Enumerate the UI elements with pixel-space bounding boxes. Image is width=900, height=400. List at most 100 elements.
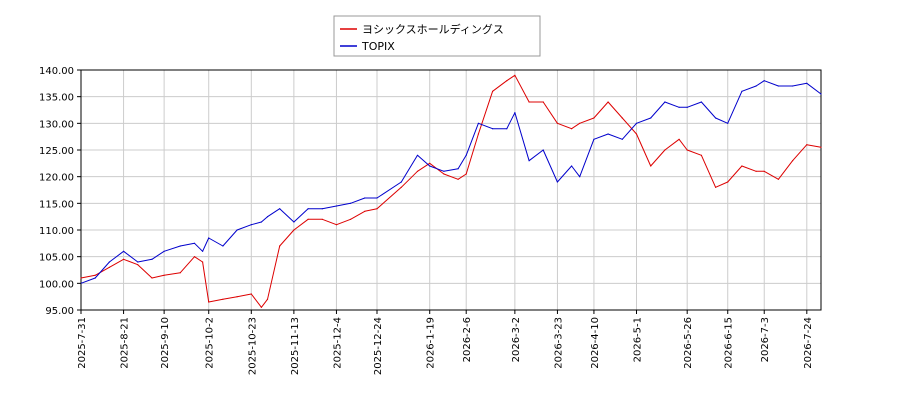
data-point <box>400 186 402 188</box>
data-point <box>321 208 323 210</box>
data-point <box>202 261 204 263</box>
data-point <box>94 277 96 279</box>
data-point <box>700 101 703 103</box>
data-point <box>686 106 688 108</box>
data-point <box>193 256 196 258</box>
x-tick-label: 2025-9-10 <box>160 317 171 369</box>
data-point <box>307 218 309 220</box>
y-tick-label: 135.00 <box>39 93 74 104</box>
y-tick-label: 105.00 <box>39 253 74 264</box>
data-point <box>514 112 516 114</box>
data-point <box>528 160 530 162</box>
data-point <box>123 250 125 252</box>
data-point <box>506 80 508 82</box>
data-point <box>222 245 224 247</box>
chart-grid <box>80 69 821 311</box>
y-tick-label: 125.00 <box>39 146 74 157</box>
series-1 <box>80 74 822 308</box>
series-line-1 <box>80 74 822 308</box>
y-tick-label: 130.00 <box>39 119 74 130</box>
data-point <box>179 245 181 247</box>
data-point <box>376 197 378 199</box>
data-point <box>650 117 652 119</box>
data-point <box>571 165 573 167</box>
data-point <box>208 301 210 303</box>
data-point <box>202 250 204 252</box>
data-point <box>364 210 366 212</box>
data-point <box>542 101 544 103</box>
data-point <box>755 170 757 172</box>
data-point <box>123 258 125 260</box>
series-layer <box>80 74 822 308</box>
x-tick-label: 2026-3-2 <box>511 317 522 362</box>
data-point <box>806 144 808 146</box>
data-point <box>542 149 544 151</box>
data-point <box>151 277 153 279</box>
data-point <box>678 106 680 108</box>
data-point <box>621 117 623 119</box>
data-point <box>556 122 559 124</box>
y-tick-label: 100.00 <box>39 279 74 290</box>
legend-label-series-1: ヨシックスホールディングス <box>362 22 504 36</box>
x-tick-label: 2026-1-19 <box>426 317 437 369</box>
series-line-2 <box>80 80 822 284</box>
data-point <box>635 122 638 124</box>
data-point <box>179 272 181 274</box>
data-point <box>250 293 252 295</box>
series-2 <box>80 80 822 284</box>
data-point <box>293 221 295 223</box>
y-tick-label: 110.00 <box>39 226 74 237</box>
x-axis-ticks: 2025-7-31 2025-8-21 2025-9-10 2025-10-2 2025… <box>77 310 814 375</box>
data-point <box>307 208 309 210</box>
data-point <box>108 261 110 263</box>
data-point <box>607 101 609 103</box>
data-point <box>664 101 666 103</box>
data-point <box>321 218 323 220</box>
x-tick-label: 2025-12-24 <box>373 317 384 375</box>
data-point <box>506 128 508 130</box>
data-point <box>429 162 431 164</box>
plot-frame <box>80 69 822 311</box>
x-tick-label: 2026-2-6 <box>462 317 473 362</box>
data-point <box>650 165 652 167</box>
data-point <box>635 133 638 135</box>
data-point <box>108 266 110 268</box>
x-tick-label: 2025-11-13 <box>290 317 301 375</box>
data-point <box>715 117 717 119</box>
data-point <box>94 274 96 276</box>
data-point <box>416 170 419 172</box>
data-point <box>400 181 402 183</box>
data-point <box>715 186 717 188</box>
data-point <box>260 221 262 223</box>
y-tick-label: 140.00 <box>39 66 74 77</box>
data-point <box>266 298 269 300</box>
x-tick-label: 2025-7-31 <box>77 317 88 369</box>
x-tick-label: 2026-4-10 <box>590 317 601 369</box>
data-point <box>465 173 467 175</box>
data-point <box>686 149 688 151</box>
data-point <box>236 296 238 298</box>
legend: ヨシックスホールディングス TOPIX <box>333 15 541 57</box>
x-tick-label: 2025-8-21 <box>120 317 131 369</box>
data-point <box>593 138 595 140</box>
data-point <box>293 229 295 231</box>
data-point <box>556 181 559 183</box>
data-point <box>792 85 794 87</box>
x-tick-label: 2026-3-23 <box>553 317 564 369</box>
data-point <box>266 216 269 218</box>
data-point <box>579 122 581 124</box>
data-point <box>163 250 165 252</box>
data-point <box>208 237 210 239</box>
data-point <box>193 242 196 244</box>
data-point <box>806 82 808 84</box>
data-point <box>465 154 467 156</box>
y-tick-label: 115.00 <box>39 199 74 210</box>
data-point <box>528 101 530 103</box>
data-point <box>163 274 165 276</box>
data-point <box>700 154 703 156</box>
data-point <box>514 74 516 76</box>
data-point <box>279 245 281 247</box>
data-point <box>151 258 153 260</box>
data-point <box>621 138 623 140</box>
